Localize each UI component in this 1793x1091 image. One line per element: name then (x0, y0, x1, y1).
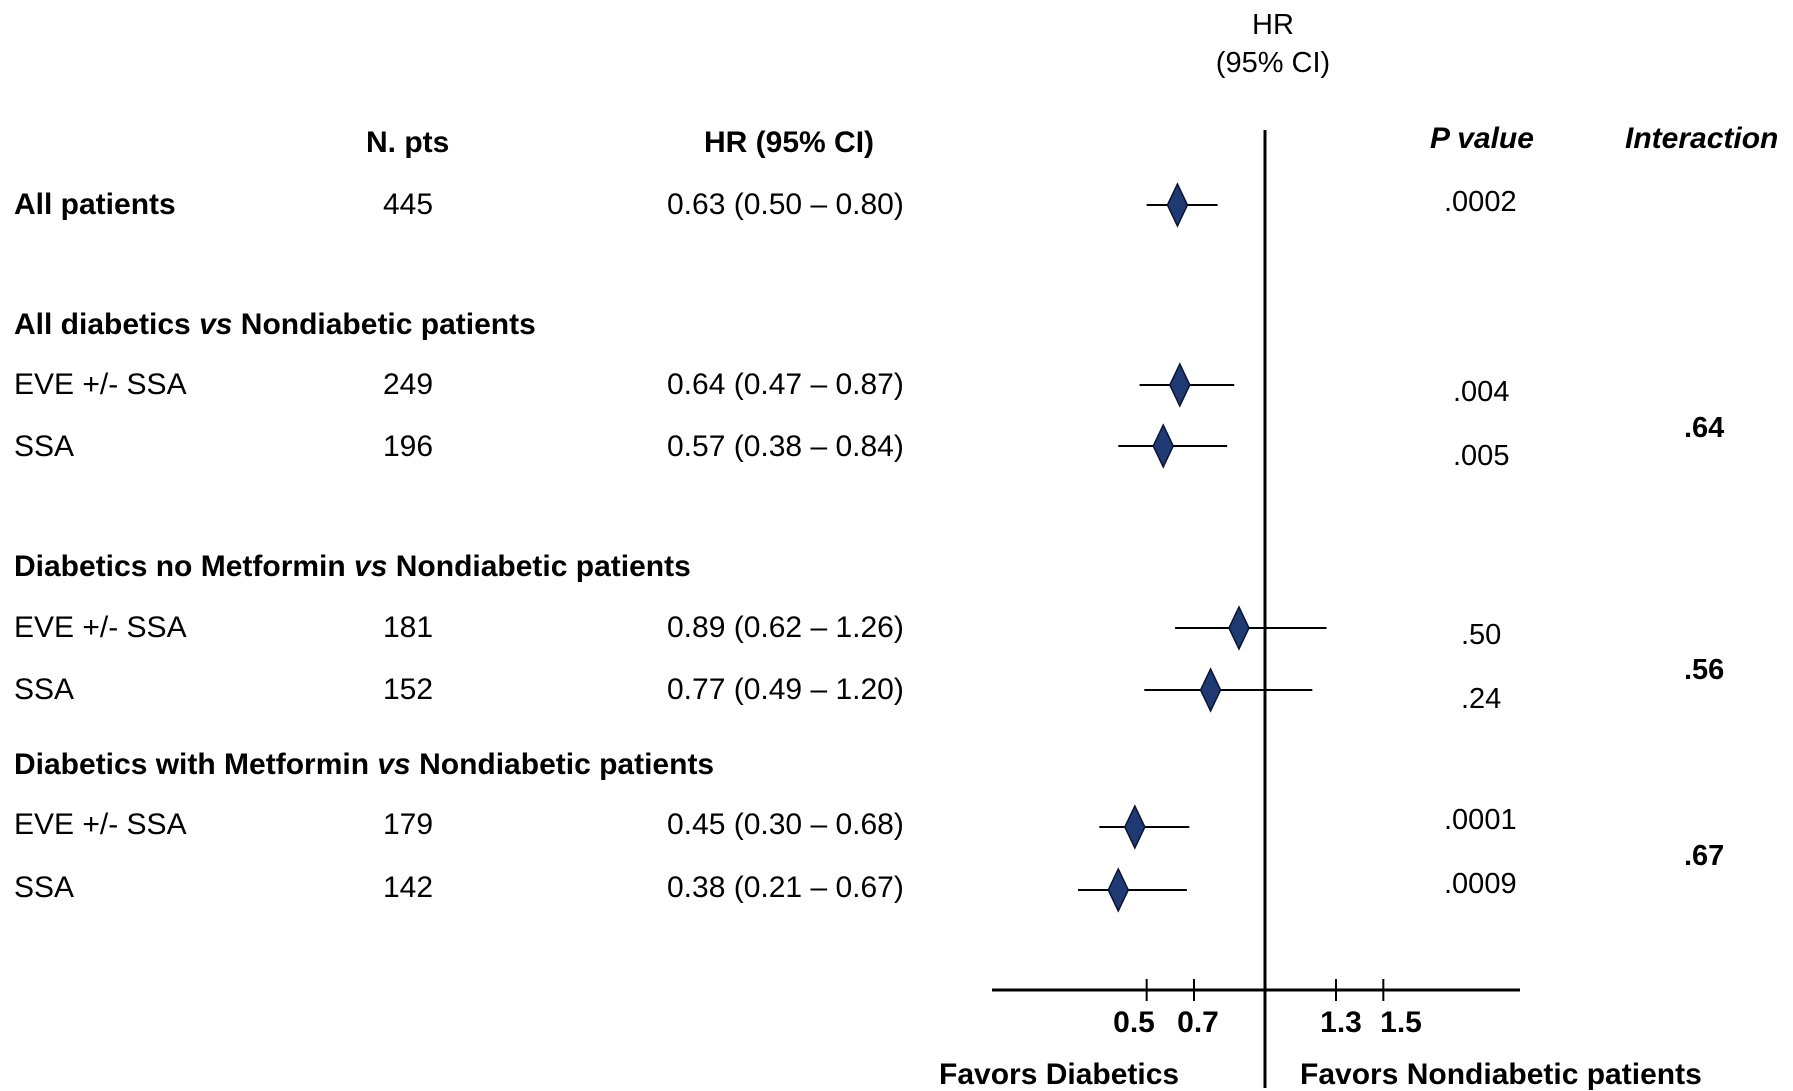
hr-point-marker (1199, 667, 1222, 713)
row-p-value: .005 (1453, 440, 1510, 472)
plot-title-line1: HR (1252, 9, 1294, 41)
group-header-vs: vs (377, 748, 411, 781)
row-p-value: .0002 (1444, 186, 1517, 218)
header-hr: HR (95% CI) (704, 126, 875, 159)
hr-point-marker (1166, 182, 1189, 228)
row-n: 196 (383, 430, 434, 463)
row-hr-text: 0.63 (0.50 – 0.80) (667, 188, 904, 221)
favors-left-label: Favors Diabetics (939, 1058, 1180, 1091)
header-interaction: Interaction (1625, 122, 1779, 155)
row-label-all-patients: All patients (14, 188, 176, 221)
group-header-vs: vs (199, 308, 233, 341)
plot-ticks (1145, 979, 1385, 1001)
group-header-prefix: Diabetics with Metformin (14, 748, 378, 781)
favors-right-label: Favors Nondiabetic patients (1300, 1058, 1702, 1091)
group-header-no-metformin: Diabetics no Metformin vs Nondiabetic pa… (14, 552, 691, 582)
interaction-value: .56 (1684, 654, 1725, 686)
interaction-value: .64 (1684, 412, 1725, 444)
row-hr-text: 0.77 (0.49 – 1.20) (667, 673, 904, 706)
group-header-vs: vs (354, 550, 388, 583)
plot-title-line2: (95% CI) (1215, 47, 1331, 79)
hr-point-marker (1152, 423, 1175, 469)
row-p-value: .50 (1461, 619, 1502, 651)
row-label: SSA (14, 430, 75, 463)
row-n: 249 (383, 368, 434, 401)
group-header-suffix: Nondiabetic patients (232, 308, 536, 341)
hr-point-marker (1124, 804, 1146, 850)
plot-axes (992, 130, 1520, 1088)
row-p-value: .0001 (1444, 804, 1517, 836)
row-hr-text: 0.45 (0.30 – 0.68) (667, 808, 904, 841)
row-label: EVE +/- SSA (14, 368, 187, 401)
hr-point-marker (1107, 867, 1130, 913)
hr-point-marker (1168, 362, 1191, 408)
group-header-prefix: All diabetics (14, 308, 200, 341)
row-hr-text: 0.38 (0.21 – 0.67) (667, 871, 904, 904)
hr-point-marker (1228, 605, 1250, 651)
row-hr-text: 0.89 (0.62 – 1.26) (667, 611, 904, 644)
plot-marks (1078, 182, 1327, 913)
row-p-value: .0009 (1444, 868, 1517, 900)
row-n: 445 (383, 188, 434, 221)
group-header-suffix: Nondiabetic patients (387, 550, 691, 583)
row-hr-text: 0.64 (0.47 – 0.87) (667, 368, 904, 401)
header-npts: N. pts (366, 126, 450, 159)
row-n: 179 (383, 808, 434, 841)
x-tick-label: 1.3 (1320, 1006, 1362, 1039)
row-n: 152 (383, 673, 434, 706)
row-p-value: .004 (1453, 376, 1510, 408)
group-header-with-metformin: Diabetics with Metformin vs Nondiabetic … (14, 750, 714, 780)
group-header-all-diabetics: All diabetics vs Nondiabetic patients (14, 310, 536, 340)
x-tick-label: 0.5 (1113, 1006, 1155, 1039)
row-label: SSA (14, 871, 75, 904)
group-header-prefix: Diabetics no Metformin (14, 550, 355, 583)
row-label: EVE +/- SSA (14, 808, 187, 841)
header-p-value: P value (1430, 122, 1534, 155)
row-label: EVE +/- SSA (14, 611, 187, 644)
row-n: 181 (383, 611, 434, 644)
x-tick-label: 0.7 (1177, 1006, 1219, 1039)
row-p-value: .24 (1461, 683, 1502, 715)
row-hr-text: 0.57 (0.38 – 0.84) (667, 430, 904, 463)
row-n: 142 (383, 871, 434, 904)
interaction-value: .67 (1684, 840, 1725, 872)
group-header-suffix: Nondiabetic patients (410, 748, 715, 781)
x-tick-label: 1.5 (1380, 1006, 1422, 1039)
row-label: SSA (14, 673, 75, 706)
